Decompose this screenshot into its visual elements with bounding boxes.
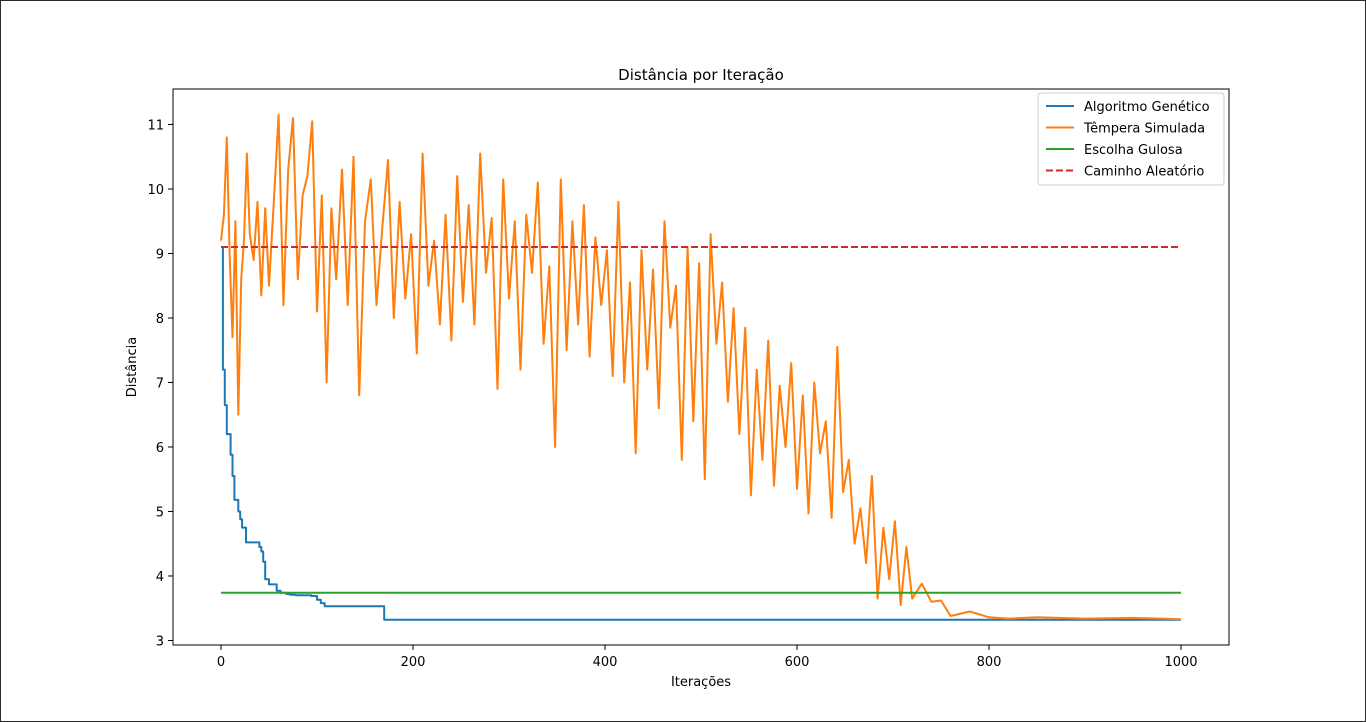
x-axis-title: Iterações [671, 675, 731, 690]
y-tick-label: 8 [156, 312, 164, 327]
x-tick-label: 0 [217, 655, 225, 670]
x-tick-label: 400 [593, 655, 618, 670]
legend-label: Têmpera Simulada [1083, 122, 1205, 137]
chart-title: Distância por Iteração [618, 66, 784, 84]
y-axis-title: Distância [125, 337, 140, 397]
x-axis: 0 200 400 600 800 1000 [217, 645, 1198, 670]
legend-label: Caminho Aleatório [1084, 165, 1204, 180]
legend-box [1037, 92, 1225, 186]
series-line-1 [220, 113, 1182, 621]
x-tick-label: 200 [401, 655, 426, 670]
y-tick-label: 11 [147, 118, 164, 133]
y-tick-label: 6 [156, 441, 164, 456]
y-tick-label: 7 [156, 376, 164, 391]
x-tick-label: 1000 [1164, 655, 1197, 670]
y-tick-label: 10 [147, 183, 164, 198]
series-layer [220, 113, 1182, 621]
y-tick-label: 5 [156, 505, 164, 520]
y-tick-label: 9 [156, 247, 164, 262]
legend-label: Algoritmo Genético [1084, 100, 1210, 115]
plot-area-frame [172, 88, 1230, 646]
x-tick-label: 800 [977, 655, 1002, 670]
legend: Algoritmo Genético Têmpera Simulada Escolh… [1037, 92, 1225, 186]
y-tick-label: 3 [156, 634, 164, 649]
y-axis: 3 4 5 6 7 8 9 10 11 [147, 118, 173, 649]
series-line-0 [221, 246, 1181, 621]
legend-label: Escolha Gulosa [1084, 143, 1183, 158]
y-tick-label: 4 [156, 570, 164, 585]
x-tick-label: 600 [785, 655, 810, 670]
